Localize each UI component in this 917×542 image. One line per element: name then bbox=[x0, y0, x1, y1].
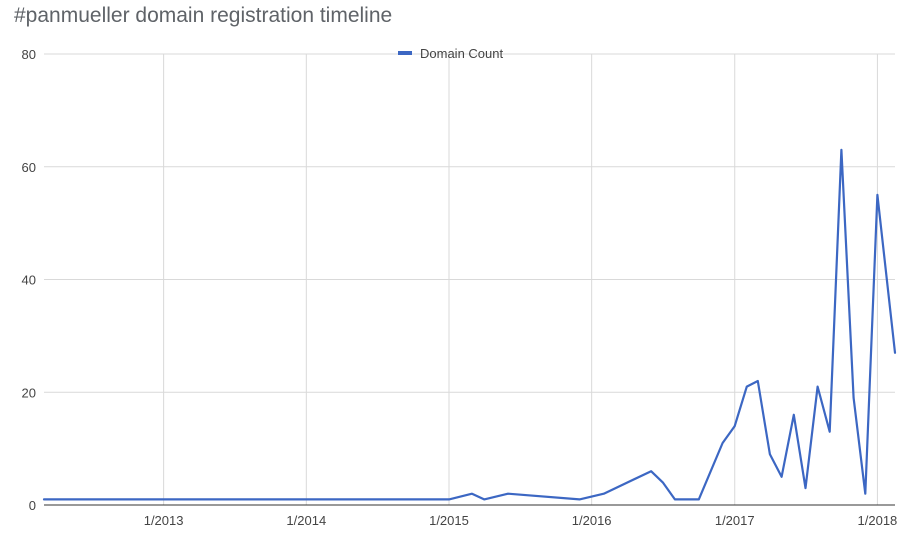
x-tick-label: 1/2018 bbox=[858, 513, 898, 528]
chart-title: #panmueller domain registration timeline bbox=[14, 4, 393, 27]
x-tick-label: 1/2014 bbox=[286, 513, 326, 528]
legend: Domain Count bbox=[398, 46, 503, 61]
y-tick-label: 80 bbox=[22, 47, 36, 62]
y-tick-label: 20 bbox=[22, 385, 36, 400]
series-layer bbox=[42, 148, 897, 501]
legend-label: Domain Count bbox=[420, 46, 503, 61]
axis-layer: 0 20 40 60 80 1/2013 1/2014 1/2015 1/2016 1/2017 1… bbox=[22, 47, 898, 528]
legend-swatch bbox=[398, 51, 412, 55]
y-tick-label: 0 bbox=[29, 498, 36, 513]
grid-layer bbox=[44, 53, 895, 505]
x-tick-label: 1/2015 bbox=[429, 513, 469, 528]
x-tick-label: 1/2013 bbox=[144, 513, 184, 528]
series-line bbox=[42, 148, 897, 501]
x-tick-label: 1/2016 bbox=[572, 513, 612, 528]
y-tick-label: 40 bbox=[22, 273, 36, 288]
x-tick-label: 1/2017 bbox=[715, 513, 755, 528]
y-tick-label: 60 bbox=[22, 160, 36, 175]
